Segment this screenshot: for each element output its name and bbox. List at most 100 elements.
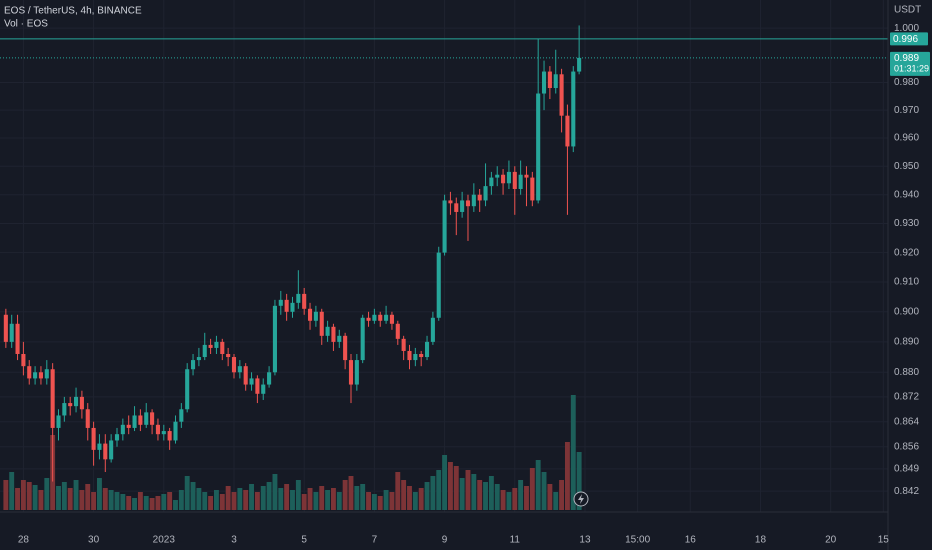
volume-bar <box>424 482 430 510</box>
candle-body <box>571 71 576 147</box>
candle-body <box>21 353 26 367</box>
volume-bar <box>173 500 178 510</box>
candle-body <box>85 409 90 428</box>
volume-bar <box>529 468 535 510</box>
volume-bar <box>430 476 436 510</box>
candle-body <box>518 174 523 189</box>
volume-bar <box>330 488 336 510</box>
volume-bar <box>79 490 85 510</box>
candle-body <box>237 366 242 373</box>
volume-bar <box>465 470 471 510</box>
volume-bar <box>447 462 453 510</box>
volume-bar <box>249 484 254 510</box>
candle-body <box>103 443 108 460</box>
candle-body <box>68 403 73 407</box>
y-axis-label: USDT <box>894 5 921 16</box>
candle-body <box>460 200 465 212</box>
candle-body <box>9 323 14 342</box>
candle-body <box>384 314 389 321</box>
volume-bar <box>570 395 576 510</box>
candle-body <box>343 335 348 361</box>
y-tick-label: 0.872 <box>894 392 919 403</box>
candle-body <box>50 369 55 428</box>
volume-bar <box>219 494 225 510</box>
candle-body <box>366 317 371 321</box>
volume-bar <box>319 486 325 510</box>
volume-bar <box>155 496 161 510</box>
volume-bar <box>254 492 260 510</box>
volume-bar <box>477 480 483 510</box>
candle-body <box>436 252 441 318</box>
volume-bar <box>383 490 389 510</box>
candle-body <box>331 326 336 342</box>
volume-bar <box>132 498 137 510</box>
candle-body <box>267 372 272 385</box>
x-tick-label: 11 <box>510 535 521 546</box>
x-tick-label: 3 <box>231 535 237 546</box>
volume-bar <box>541 472 547 510</box>
candle-body <box>231 357 237 373</box>
current-price-label: 0.989 <box>894 53 919 64</box>
candle-body <box>489 177 494 187</box>
volume-bar <box>535 460 541 510</box>
volume-bar <box>412 492 418 510</box>
candle-body <box>354 360 359 385</box>
volume-bar <box>237 488 243 510</box>
volume-bar <box>225 486 231 510</box>
candle-body <box>190 360 196 370</box>
candle-body <box>155 424 160 435</box>
y-tick-label: 0.930 <box>894 218 919 229</box>
y-tick-label: 0.890 <box>894 337 919 348</box>
candle-body <box>501 174 506 184</box>
volume-bar <box>3 480 9 510</box>
y-tick-label: 0.900 <box>894 306 919 317</box>
x-tick-label: 28 <box>18 535 30 546</box>
x-tick-label: 5 <box>301 535 307 546</box>
candle-body <box>220 341 225 354</box>
volume-label: Vol · EOS <box>4 19 48 30</box>
candle-body <box>132 415 137 428</box>
candle-body <box>536 93 541 201</box>
candle-body <box>524 174 529 178</box>
volume-bar <box>559 480 565 510</box>
volume-bar <box>9 472 15 510</box>
chart-title: EOS / TetherUS, 4h, BINANCE <box>4 6 142 17</box>
volume-bar <box>506 492 512 510</box>
candle-body <box>389 314 394 324</box>
y-tick-label: 0.980 <box>894 77 919 88</box>
y-tick-label: 0.970 <box>894 105 919 116</box>
volume-bar <box>295 480 301 510</box>
x-tick-label: 2023 <box>153 535 176 546</box>
volume-bar <box>278 488 284 510</box>
candle-body <box>307 308 313 321</box>
candle-body <box>284 299 289 312</box>
volume-bar <box>407 486 412 510</box>
candle-body <box>413 353 418 361</box>
candle-body <box>512 171 517 189</box>
candle-body <box>372 314 377 321</box>
volume-bar <box>61 482 67 510</box>
volume-bar <box>102 488 108 510</box>
volume-bar <box>488 476 494 510</box>
volume-bar <box>483 482 488 510</box>
candle-body <box>196 357 201 361</box>
volume-bar <box>307 488 313 510</box>
candle-body <box>44 369 49 379</box>
volume-bar <box>395 472 401 510</box>
volume-bar <box>284 484 290 510</box>
volume-bar <box>377 496 383 510</box>
current-price-badge <box>890 51 930 76</box>
volume-bar <box>564 442 570 510</box>
volume-bar <box>348 476 354 510</box>
replay-icon[interactable] <box>573 491 589 507</box>
volume-bar <box>73 480 79 510</box>
candle-body <box>401 338 406 351</box>
x-tick-label: 16 <box>685 535 697 546</box>
volume-bar <box>313 492 319 510</box>
x-tick-label: 20 <box>825 535 837 546</box>
candle-body <box>465 200 471 207</box>
volume-bar <box>366 492 371 510</box>
volume-bar <box>56 486 61 510</box>
high-badge <box>890 32 928 46</box>
candle-body <box>577 57 582 72</box>
